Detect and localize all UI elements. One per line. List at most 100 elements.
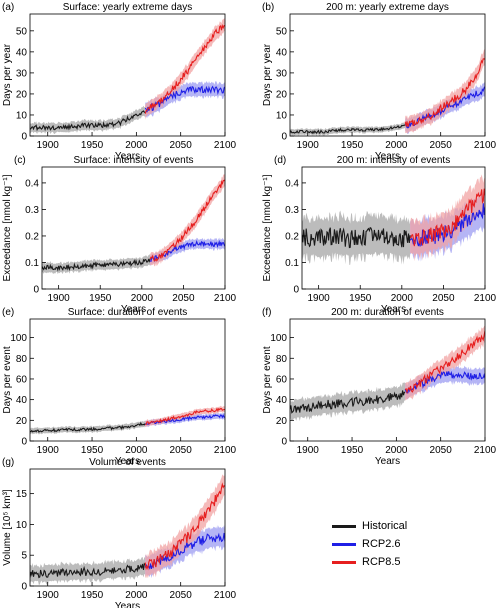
legend-label-rcp85: RCP8.5	[362, 556, 401, 568]
y-tick-label-c: 0.4	[25, 178, 39, 189]
x-tick-label-g: 2100	[214, 590, 237, 601]
y-axis-label-f: Days per event	[262, 346, 273, 413]
x-tick-label-d: 1950	[349, 293, 372, 304]
y-tick-label-d: 0.1	[285, 258, 299, 269]
panel-a: (a) Surface: yearly extreme days 1900 1950 2…	[2, 2, 237, 162]
legend-item-rcp85: RCP8.5	[332, 553, 407, 571]
series-band-historical-e	[30, 420, 146, 435]
x-tick-label-b: 2100	[474, 140, 497, 151]
y-tick-label-c: 0.3	[25, 205, 39, 216]
legend-label-rcp26: RCP2.6	[362, 538, 401, 550]
plot-area-b	[290, 49, 485, 136]
series-line-historical-g	[30, 562, 146, 579]
x-axis-label-b: Years	[375, 151, 400, 162]
x-tick-label-f: 1950	[341, 445, 364, 456]
x-tick-label-g: 2050	[170, 590, 193, 601]
y-axis-label-g: Volume [10⁵ km³]	[2, 489, 13, 566]
plot-area-c	[42, 174, 225, 275]
y-tick-label-b: 30	[276, 68, 288, 79]
y-tick-label-e: 20	[16, 416, 28, 427]
series-band-historical-f	[290, 382, 406, 421]
y-tick-label-a: 40	[16, 47, 28, 58]
series-band-rcp26-e	[145, 412, 225, 427]
y-tick-label-c: 0.2	[25, 231, 39, 242]
series-line-historical-d	[302, 226, 411, 249]
x-tick-label-d: 2100	[474, 293, 497, 304]
panel-label-a: (a)	[2, 2, 14, 13]
axes-frame-d	[301, 166, 486, 290]
y-tick-label-g: 5	[21, 551, 27, 562]
series-line-rcp26-d	[409, 203, 485, 247]
series-line-historical-f	[290, 390, 406, 414]
series-line-rcp85-a	[144, 23, 225, 114]
y-tick-label-d: 0.4	[285, 178, 299, 189]
y-tick-label-a: 10	[16, 110, 28, 121]
x-tick-label-a: 1900	[37, 140, 60, 151]
series-line-rcp26-b	[404, 86, 485, 129]
x-tick-label-e: 1900	[37, 445, 60, 456]
y-tick-label-f: 40	[276, 395, 288, 406]
x-tick-label-a: 2050	[170, 140, 193, 151]
axes-frame-g	[29, 468, 226, 587]
x-tick-label-b: 2000	[385, 140, 408, 151]
panel-label-g: (g)	[2, 457, 14, 468]
series-band-rcp85-c	[150, 174, 225, 267]
x-tick-label-b: 1950	[341, 140, 364, 151]
series-line-rcp85-e	[145, 407, 225, 426]
series-line-rcp85-g	[144, 482, 225, 571]
panel-label-d: (d)	[274, 155, 286, 166]
axes-frame-f	[289, 318, 486, 442]
series-line-rcp85-c	[149, 179, 225, 262]
x-axis-label-f: Years	[375, 456, 400, 467]
series-line-rcp85-f	[404, 330, 485, 395]
x-axis-label-c: Years	[121, 304, 146, 315]
y-tick-label-d: 0	[293, 285, 299, 296]
x-tick-label-d: 2000	[391, 293, 414, 304]
y-tick-label-b: 0	[281, 132, 287, 143]
legend-swatch-historical	[332, 524, 356, 528]
series-band-rcp85-g	[145, 473, 225, 579]
y-tick-label-c: 0	[33, 285, 39, 296]
panel-title-g: Volume of events	[89, 457, 166, 468]
x-tick-label-a: 2100	[214, 140, 237, 151]
x-tick-label-b: 1900	[297, 140, 320, 151]
series-band-historical-c	[42, 253, 151, 275]
panel-title-a: Surface: yearly extreme days	[63, 2, 193, 13]
y-tick-label-b: 40	[276, 47, 288, 58]
panel-label-c: (c)	[14, 155, 26, 166]
x-tick-label-g: 1950	[81, 590, 104, 601]
y-tick-label-b: 50	[276, 26, 288, 37]
y-tick-label-g: 10	[16, 520, 28, 531]
y-tick-label-a: 30	[16, 68, 28, 79]
y-tick-label-f: 100	[270, 333, 287, 344]
y-tick-label-e: 40	[16, 395, 28, 406]
series-band-rcp85-b	[405, 49, 485, 134]
x-axis-label-g: Years	[115, 601, 140, 608]
plot-area-a	[30, 18, 225, 134]
axes-frame-a	[29, 13, 226, 137]
x-tick-label-e: 2050	[170, 445, 193, 456]
plot-area-e	[30, 405, 225, 435]
plot-area-f	[290, 325, 485, 421]
x-tick-label-c: 2000	[131, 293, 154, 304]
legend: Historical RCP2.6 RCP8.5	[332, 517, 407, 571]
x-tick-label-f: 1900	[297, 445, 320, 456]
y-tick-label-f: 20	[276, 416, 288, 427]
panel-d: (d) 200 m: intensity of events 1900 1950 200…	[262, 155, 497, 315]
panel-label-b: (b)	[262, 2, 274, 13]
y-tick-label-a: 20	[16, 89, 28, 100]
x-tick-label-b: 2050	[430, 140, 453, 151]
panel-title-f: 200 m: duration of events	[331, 307, 444, 318]
panel-e: (e) Surface: duration of events 1900 1950 20…	[2, 307, 237, 467]
series-line-historical-a	[30, 110, 146, 132]
y-tick-label-a: 50	[16, 26, 28, 37]
y-tick-label-e: 60	[16, 374, 28, 385]
y-axis-label-d: Exceedance [nmol kg⁻¹]	[262, 174, 273, 281]
y-tick-label-e: 0	[21, 437, 27, 448]
x-tick-label-e: 1950	[81, 445, 104, 456]
plot-area-g	[30, 473, 225, 586]
series-line-historical-b	[290, 124, 406, 135]
y-axis-label-b: Days per year	[262, 43, 273, 106]
x-axis-label-e: Years	[115, 456, 140, 467]
y-tick-label-a: 0	[21, 132, 27, 143]
